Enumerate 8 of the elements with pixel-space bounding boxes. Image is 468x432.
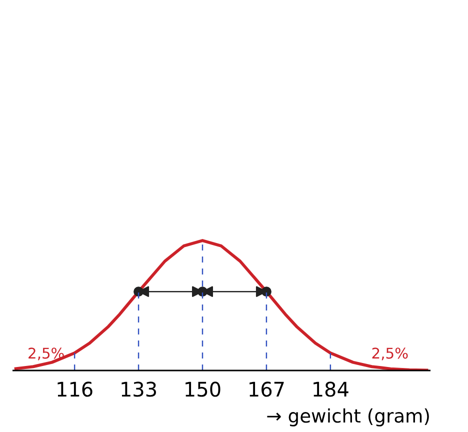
annotation: 2,5% [371, 346, 409, 362]
x-tick-label: 167 [247, 378, 286, 402]
x-axis-title: → gewicht (gram) [266, 406, 430, 428]
x-tick-label: 116 [55, 378, 94, 402]
x-tick-label: 150 [183, 378, 222, 402]
annotation: 2,5% [28, 346, 65, 362]
x-tick-label: 133 [119, 378, 158, 402]
x-tick-label: 184 [311, 378, 350, 402]
